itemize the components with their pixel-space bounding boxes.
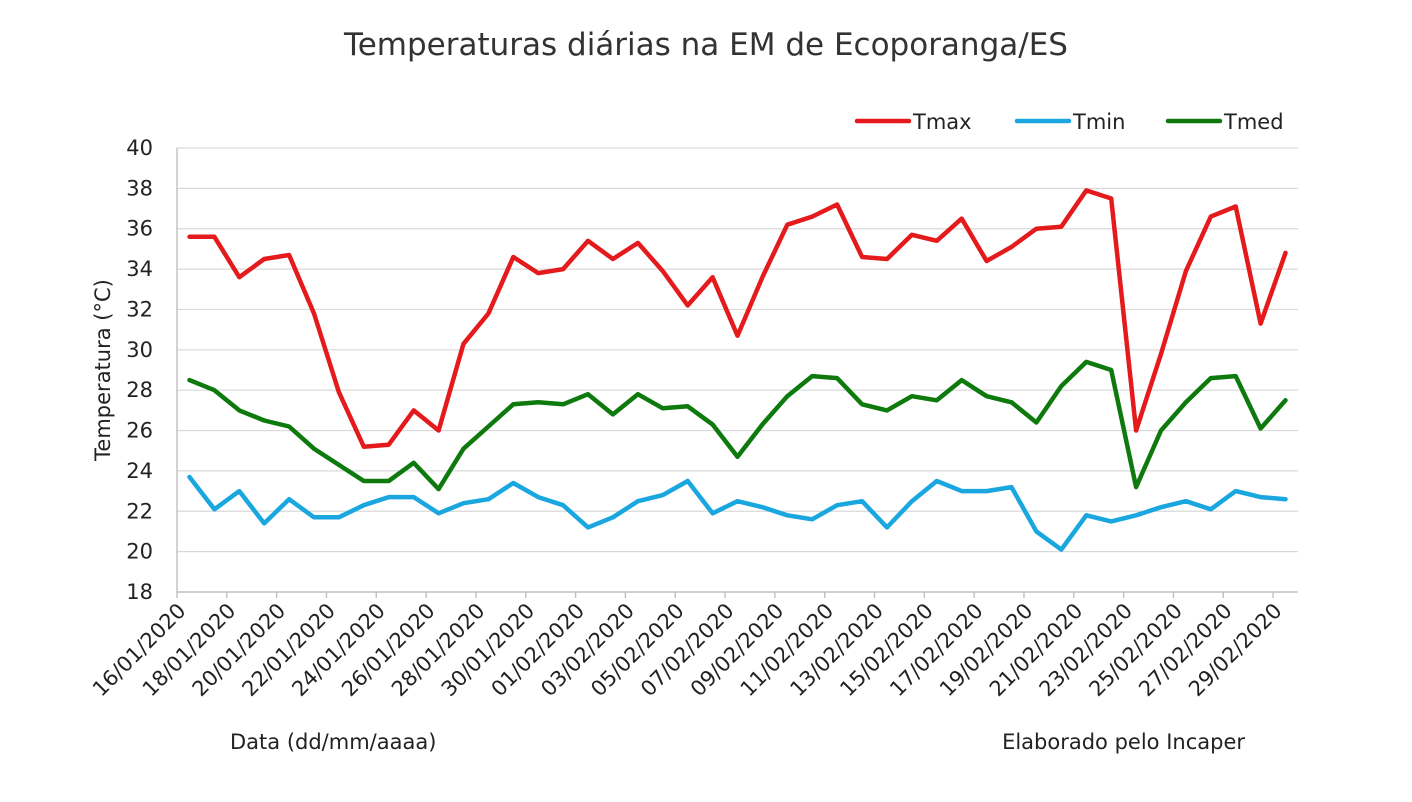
y-tick-label: 38 — [126, 176, 153, 200]
credit-note: Elaborado pelo Incaper — [1002, 730, 1245, 754]
legend-label-tmin: Tmin — [1072, 110, 1125, 134]
chart-title: Temperaturas diárias na EM de Ecoporanga… — [343, 27, 1068, 63]
y-tick-label: 28 — [126, 378, 153, 402]
y-tick-label: 40 — [126, 136, 153, 160]
series-line-tmax — [187, 188, 1288, 449]
y-tick-label: 22 — [126, 499, 153, 523]
y-axis-ticks: 18 20 22 24 26 28 30 32 34 36 38 40 — [126, 136, 153, 604]
y-tick-label: 24 — [126, 459, 153, 483]
legend-label-tmax: Tmax — [912, 110, 972, 134]
series-lines — [187, 188, 1288, 552]
y-tick-label: 32 — [126, 297, 153, 321]
y-tick-label: 26 — [126, 419, 153, 443]
x-axis-label: Data (dd/mm/aaaa) — [230, 730, 436, 754]
legend: Tmax Tmin Tmed — [854, 110, 1284, 134]
gridlines — [176, 147, 1298, 593]
y-tick-label: 34 — [126, 257, 153, 281]
y-tick-label: 20 — [126, 540, 153, 564]
y-tick-label: 30 — [126, 338, 153, 362]
y-axis-label: Temperatura (°C) — [91, 279, 115, 462]
series-line-tmed — [187, 359, 1288, 492]
y-tick-label: 18 — [126, 580, 153, 604]
legend-label-tmed: Tmed — [1223, 110, 1284, 134]
x-axis-ticks: 16/01/202018/01/202020/01/202022/01/2020… — [88, 592, 1287, 701]
y-tick-label: 36 — [126, 217, 153, 241]
series-line-tmin — [187, 474, 1288, 552]
